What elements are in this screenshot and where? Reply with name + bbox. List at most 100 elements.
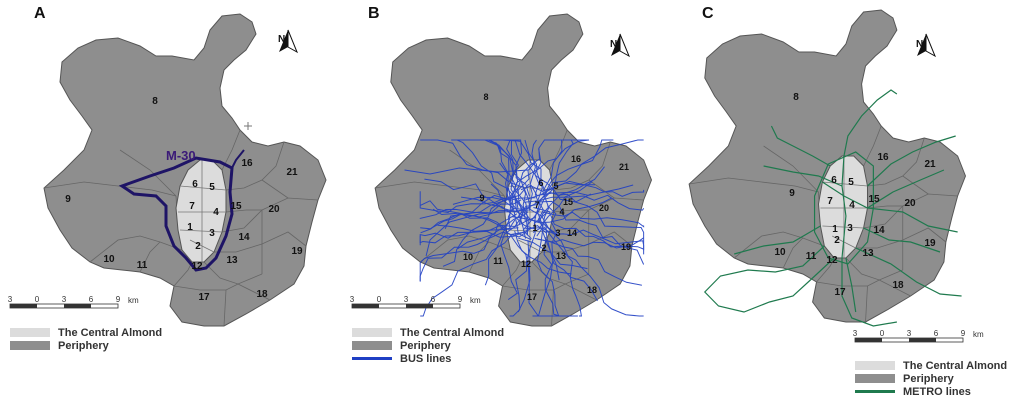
district-label-15: 15 — [230, 201, 242, 212]
bus-line — [536, 139, 570, 237]
district-label-17: 17 — [527, 292, 537, 302]
legend-item: The Central Almond — [10, 327, 162, 339]
bus-line — [517, 139, 644, 218]
bus-line — [509, 212, 547, 317]
legend-item: The Central Almond — [352, 327, 504, 339]
periphery-swatch — [10, 341, 50, 350]
bus-line — [545, 181, 645, 255]
scale-tick-label: 0 — [35, 295, 40, 304]
bus-line — [484, 139, 527, 222]
district-label-5: 5 — [209, 182, 215, 193]
legend-label: BUS lines — [400, 353, 451, 365]
bus-line — [420, 212, 519, 234]
m30-label: M-30 — [166, 148, 196, 163]
metro-line — [770, 125, 831, 167]
district-label-16: 16 — [241, 158, 253, 169]
central-almond-swatch — [855, 361, 895, 370]
district-label-9: 9 — [479, 193, 484, 203]
legend-item: METRO lines — [855, 386, 971, 398]
scale-tick-label: 9 — [116, 295, 121, 304]
bus-line — [542, 222, 644, 317]
metro-line — [855, 247, 962, 297]
bus-line — [419, 216, 537, 246]
scale-tick-label: 3 — [350, 295, 355, 304]
central-almond-swatch — [10, 328, 50, 337]
scale-tick-label: 0 — [377, 295, 382, 304]
metro-line — [734, 225, 821, 255]
m30-ring-road — [118, 156, 234, 272]
district-label-8: 8 — [483, 92, 488, 102]
panel-letter-b: B — [368, 5, 380, 22]
district-label-12: 12 — [826, 255, 838, 266]
district-label-20: 20 — [904, 198, 916, 209]
cross-marker — [244, 122, 252, 130]
legend-label: The Central Almond — [400, 327, 504, 339]
district-label-3: 3 — [555, 228, 560, 238]
district-label-6: 6 — [192, 179, 198, 190]
metro-lines-network — [703, 89, 962, 327]
district-label-18: 18 — [587, 285, 597, 295]
scale-tick-label: 9 — [961, 329, 966, 338]
bus-line — [490, 183, 532, 241]
bus-line — [544, 139, 614, 195]
district-label-17: 17 — [198, 292, 210, 303]
bus-line — [516, 139, 576, 194]
bus-line — [536, 200, 645, 265]
district-label-14: 14 — [873, 225, 885, 236]
legend-label: Periphery — [400, 340, 452, 352]
bus-line — [513, 194, 645, 211]
panel-letter-c: C — [702, 5, 714, 22]
metro-line — [822, 181, 958, 233]
scale-bar: 3 0 3 6 9 km — [8, 295, 139, 309]
legend-label: The Central Almond — [903, 360, 1007, 372]
district-label-19: 19 — [621, 242, 631, 252]
district-label-11: 11 — [806, 251, 817, 262]
bus-line — [419, 229, 529, 282]
north-label: N — [916, 39, 923, 50]
bus-line — [460, 196, 536, 230]
panel-letter-a: A — [34, 5, 46, 22]
bus-lines-swatch — [352, 357, 392, 360]
metro-line — [843, 89, 898, 157]
district-label-4: 4 — [559, 207, 564, 217]
district-label-8: 8 — [793, 92, 799, 103]
district-label-3: 3 — [847, 223, 853, 234]
metro-line — [841, 155, 847, 259]
district-label-8: 8 — [152, 96, 158, 107]
bus-line — [541, 229, 598, 302]
district-label-12: 12 — [521, 259, 531, 269]
scale-tick-label: 3 — [8, 295, 13, 304]
district-label-18: 18 — [256, 289, 268, 300]
scale-unit-label: km — [973, 330, 984, 339]
metro-line — [863, 227, 941, 253]
district-map — [688, 9, 966, 327]
metro-line — [763, 165, 843, 187]
district-label-9: 9 — [65, 194, 71, 205]
scale-tick-label: 3 — [853, 329, 858, 338]
bus-line — [444, 197, 515, 230]
north-label: N — [610, 39, 617, 50]
district-label-16: 16 — [571, 154, 581, 164]
legend-label: The Central Almond — [58, 327, 162, 339]
district-label-10: 10 — [463, 252, 473, 262]
district-label-1: 1 — [187, 222, 193, 233]
bus-line — [500, 207, 526, 301]
district-label-20: 20 — [268, 204, 280, 215]
bus-line — [537, 237, 644, 249]
bus-line — [469, 139, 529, 236]
bus-line — [457, 213, 518, 250]
scale-tick-label: 6 — [934, 329, 939, 338]
scale-unit-label: km — [128, 296, 139, 305]
district-map — [374, 13, 652, 327]
district-label-1: 1 — [832, 224, 838, 235]
district-label-4: 4 — [849, 200, 855, 211]
bus-lines-network — [404, 139, 645, 317]
district-label-7: 7 — [827, 196, 833, 207]
district-label-13: 13 — [862, 248, 874, 259]
district-label-10: 10 — [774, 247, 786, 258]
district-label-15: 15 — [563, 197, 573, 207]
metro-line — [867, 169, 945, 209]
